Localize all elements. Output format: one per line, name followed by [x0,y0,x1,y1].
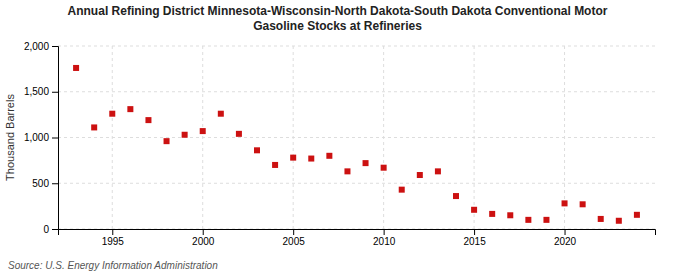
x-tick: 2015 [463,229,486,247]
y-tick-label: 0 [43,224,49,235]
point [127,106,133,112]
point [290,155,296,161]
point [580,201,586,207]
x-axis-line [59,230,656,236]
x-tick-label: 2000 [192,236,215,247]
point [91,124,97,130]
point [598,216,604,222]
point [254,147,260,153]
y-axis: 0 500 1,000 1,500 2,000 [24,41,59,235]
point [236,131,242,137]
x-tick-label: 2010 [373,236,396,247]
point [471,207,477,213]
point [218,111,224,117]
y-tick: 1,500 [24,86,58,97]
x-tick: 2005 [283,229,306,247]
point [109,111,115,117]
point [381,165,387,171]
point [543,217,549,223]
point [417,172,423,178]
x-tick-mark [293,229,294,235]
y-tick: 0 [43,224,58,235]
grid-line [58,183,655,184]
x-tick-mark [112,229,113,235]
grid [58,46,655,229]
grid-line [58,137,655,138]
point [344,168,350,174]
y-tick-label: 1,500 [24,86,49,97]
plot-area: 1995 2000 2005 2010 2015 2020 0 500 1,000 1,500 2,… [24,41,656,247]
point [145,117,151,123]
y-axis-line [52,47,59,230]
x-tick-label: 2005 [283,236,306,247]
point [326,153,332,159]
x-tick-mark [203,229,204,235]
x-axis: 1995 2000 2005 2010 2015 2020 [59,229,656,247]
grid-line [112,46,113,229]
grid-line [58,91,655,92]
point [453,193,459,199]
point [525,217,531,223]
y-tick: 2,000 [24,41,58,52]
point [616,218,622,224]
y-tick-mark [52,138,58,139]
grid-line [474,46,475,229]
x-tick-mark [474,229,475,235]
point [200,128,206,134]
grid-line [293,46,294,229]
x-tick: 1995 [102,229,125,247]
point [507,212,513,218]
y-tick-mark [52,46,58,47]
x-tick: 2020 [554,229,577,247]
x-tick-mark [565,229,566,235]
y-tick-mark [52,229,58,230]
y-tick: 500 [32,178,58,189]
y-tick-label: 500 [32,178,49,189]
point [399,187,405,193]
y-tick: 1,000 [24,132,58,143]
grid-line [58,46,655,47]
point [363,160,369,166]
title: Annual Refining District Minnesota-Wisco… [68,4,608,33]
grid-line [202,46,203,229]
x-tick: 2000 [192,229,215,247]
points [73,65,640,224]
point [634,212,640,218]
point [73,65,79,71]
point [182,132,188,138]
x-tick-label: 2020 [554,236,577,247]
point [308,156,314,162]
y-tick-mark [52,92,58,93]
point [435,168,441,174]
point [272,162,278,168]
x-tick: 2010 [373,229,396,247]
y-tick-label: 1,000 [24,132,49,143]
chart: 1995 2000 2005 2010 2015 2020 0 500 1,000 1,500 2,… [0,0,675,275]
x-tick-label: 2015 [463,236,486,247]
source: Source: U.S. Energy Information Administ… [8,260,218,271]
y-axis-title: Thousand Barrels [4,94,16,181]
grid-line [383,46,384,229]
x-tick-label: 1995 [102,236,125,247]
point [562,200,568,206]
point [489,211,495,217]
y-tick-mark [52,183,58,184]
y-tick-label: 2,000 [24,41,49,52]
point [164,138,170,144]
x-tick-mark [384,229,385,235]
